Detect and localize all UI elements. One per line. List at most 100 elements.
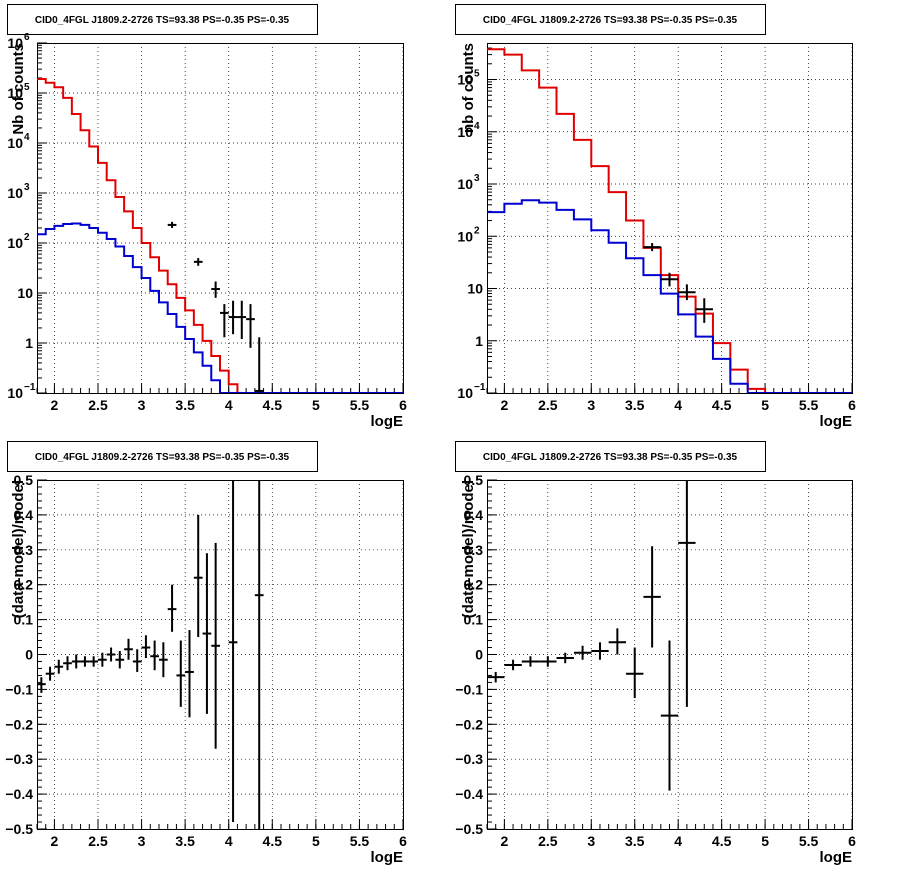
y-tick-label: 1 [25, 335, 33, 351]
data-point [220, 304, 229, 338]
y-tick-label: 0.5 [14, 472, 34, 488]
data-point [159, 642, 168, 678]
data-point [167, 584, 177, 632]
plot-data [37, 480, 264, 829]
data-point [185, 630, 194, 718]
x-tick-label: 5.5 [350, 833, 370, 849]
x-tick-label: 3 [138, 833, 146, 849]
panel-bottom-left: CID0_4FGL J1809.2-2726 TS=93.38 PS=-0.35… [5, 441, 407, 866]
y-tick-label: 0.1 [14, 612, 34, 628]
data-point [202, 553, 212, 714]
data-point [643, 243, 661, 252]
data-point [678, 480, 696, 707]
y-tick-label: 10 [457, 385, 473, 401]
y-tick-label: 10 [7, 85, 23, 101]
x-tick-label: 3 [138, 397, 146, 413]
y-tick-exponent: 5 [24, 82, 30, 93]
data-point [695, 298, 713, 323]
chart-title: CID0_4FGL J1809.2-2726 TS=93.38 PS=-0.35… [35, 15, 290, 26]
x-tick-label: 4.5 [263, 397, 283, 413]
data-point [80, 656, 90, 667]
y-tick-label: −0.2 [455, 716, 483, 732]
data-point [150, 640, 159, 671]
y-tick-label: 10 [7, 135, 23, 151]
x-tick-label: 4 [674, 833, 682, 849]
y-tick-label: 10 [7, 385, 23, 401]
data-point [193, 514, 203, 638]
y-tick-label: 0.2 [14, 577, 34, 593]
x-tick-label: 4 [225, 833, 233, 849]
x-tick-label: 2 [51, 397, 59, 413]
data-point [660, 272, 679, 287]
y-tick-exponent: −1 [24, 382, 36, 393]
title-box [7, 4, 318, 35]
source-model-line [487, 199, 852, 393]
data-point [237, 300, 247, 340]
data-point [228, 480, 238, 823]
data-point [63, 656, 72, 671]
y-axis-title: Nb of counts [10, 43, 27, 135]
data-point [539, 656, 557, 667]
data-point [176, 640, 186, 707]
x-tick-label: 5 [312, 397, 320, 413]
chart-title: CID0_4FGL J1809.2-2726 TS=93.38 PS=-0.35… [35, 452, 290, 463]
panel-bottom-right: CID0_4FGL J1809.2-2726 TS=93.38 PS=-0.35… [455, 441, 856, 866]
y-tick-label: 1 [475, 333, 483, 349]
data-point [106, 647, 116, 662]
data-point [193, 258, 203, 266]
panel-top-left: CID0_4FGL J1809.2-2726 TS=93.38 PS=-0.35… [7, 4, 407, 430]
y-axis-title: nb of counts [460, 43, 477, 133]
y-tick-label: 0.5 [464, 472, 484, 488]
data-point [678, 284, 696, 301]
y-tick-label: 0.1 [464, 612, 484, 628]
y-tick-label: 10 [457, 72, 473, 88]
x-tick-label: 2.5 [88, 397, 108, 413]
y-tick-label: 0 [475, 647, 483, 663]
y-tick-exponent: 4 [474, 121, 480, 132]
x-tick-label: 3.5 [625, 833, 645, 849]
data-point [228, 300, 238, 335]
data-point [37, 677, 46, 693]
data-point [608, 628, 627, 655]
data-point [141, 635, 151, 658]
y-tick-label: −0.2 [5, 716, 33, 732]
y-tick-label: 0.2 [464, 577, 484, 593]
y-tick-label: −0.1 [5, 681, 33, 697]
y-tick-label: −0.4 [5, 786, 33, 802]
x-tick-label: 6 [399, 833, 407, 849]
x-tick-label: 2 [500, 397, 508, 413]
chart-title: CID0_4FGL J1809.2-2726 TS=93.38 PS=-0.35… [483, 15, 738, 26]
x-tick-label: 4 [225, 397, 233, 413]
y-tick-label: 0.4 [464, 507, 484, 523]
data-point [487, 671, 505, 683]
data-point [132, 649, 142, 672]
title-box [455, 441, 766, 472]
x-tick-label: 5.5 [350, 397, 370, 413]
x-axis-title: logE [371, 849, 404, 866]
x-tick-label: 3.5 [175, 397, 195, 413]
y-tick-label: −0.5 [5, 821, 33, 837]
data-point [556, 652, 574, 664]
y-tick-label: 0 [25, 647, 33, 663]
y-tick-exponent: 6 [24, 32, 30, 43]
y-tick-label: 10 [467, 281, 483, 297]
plot-data [487, 480, 696, 791]
panel-top-right: CID0_4FGL J1809.2-2726 TS=93.38 PS=-0.35… [455, 4, 856, 430]
y-tick-label: 10 [457, 176, 473, 192]
x-axis-title: logE [371, 413, 404, 430]
data-point [504, 659, 522, 671]
y-tick-label: −0.3 [5, 751, 33, 767]
y-axis-title: (data-model)/model [460, 480, 477, 618]
y-tick-exponent: 3 [24, 182, 30, 193]
y-tick-exponent: 2 [474, 225, 480, 236]
x-tick-label: 4.5 [263, 833, 283, 849]
y-tick-label: −0.1 [455, 681, 483, 697]
x-axis-title: logE [820, 849, 853, 866]
data-point [643, 546, 661, 648]
x-tick-label: 5 [761, 397, 769, 413]
y-tick-exponent: −1 [474, 382, 486, 393]
data-point [254, 337, 264, 393]
y-tick-exponent: 5 [474, 69, 480, 80]
x-tick-label: 6 [848, 397, 856, 413]
